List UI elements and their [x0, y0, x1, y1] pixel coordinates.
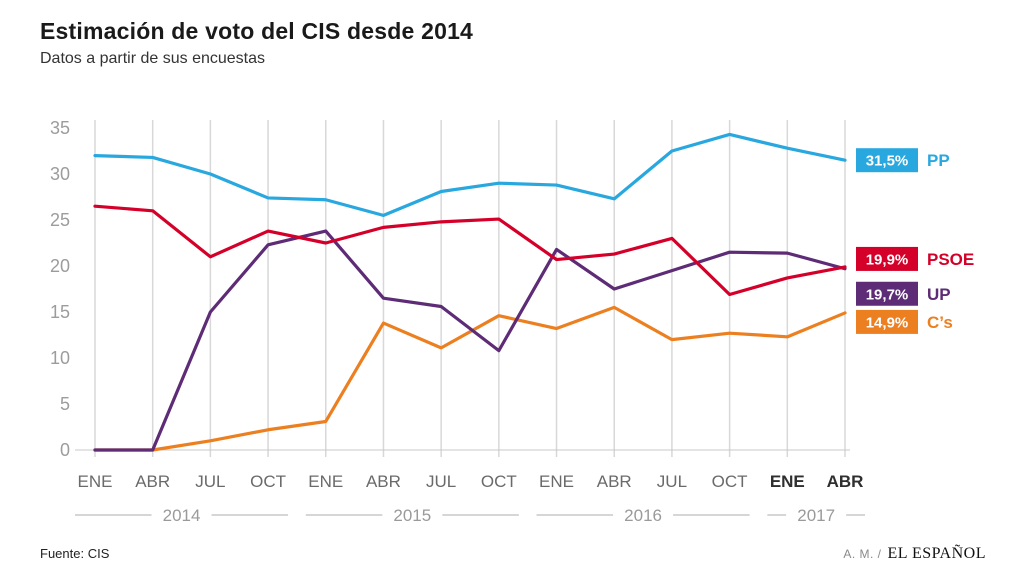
y-axis-label: 5 — [60, 394, 70, 414]
x-axis-label: OCT — [712, 472, 748, 491]
y-axis-label: 25 — [50, 210, 70, 230]
footer: Fuente: CIS A. M. / EL ESPAÑOL — [40, 545, 986, 563]
y-axis-label: 0 — [60, 440, 70, 460]
x-axis-label: ABR — [827, 472, 864, 491]
series-line-cs — [93, 305, 847, 452]
x-axis-label: JUL — [426, 472, 456, 491]
year-label: 2015 — [393, 506, 431, 525]
y-axis-label: 15 — [50, 302, 70, 322]
year-label: 2014 — [163, 506, 201, 525]
series-value-badge-up — [856, 281, 918, 306]
series-value-badge-cs — [856, 309, 918, 334]
x-axis-label: ENE — [770, 472, 805, 491]
x-axis-label: ABR — [135, 472, 170, 491]
year-label: 2016 — [624, 506, 662, 525]
y-axis-label: 35 — [50, 118, 70, 138]
x-axis-label: ABR — [366, 472, 401, 491]
publication-logo: EL ESPAÑOL — [887, 545, 986, 562]
series-line-pp — [93, 132, 847, 218]
series-value-label-cs: 14,9% — [866, 314, 909, 331]
x-axis-label: ABR — [597, 472, 632, 491]
year-label: 2017 — [797, 506, 835, 525]
x-axis-label: OCT — [250, 472, 286, 491]
series-name-label-pp: PP — [927, 151, 950, 170]
y-axis-label: 10 — [50, 348, 70, 368]
credit-wrap: A. M. / EL ESPAÑOL — [843, 545, 986, 563]
x-axis-label: ENE — [308, 472, 343, 491]
page-subtitle: Datos a partir de sus encuestas — [40, 50, 266, 67]
series-name-label-cs: C’s — [927, 313, 953, 332]
series-value-label-pp: 31,5% — [866, 153, 909, 170]
x-axis-label: JUL — [195, 472, 225, 491]
x-axis-label: ENE — [539, 472, 574, 491]
vote-estimation-line-chart: 0 5 10 15 20 25 30 35 ENE ABR JUL OCT ENE ABR JUL OCT EN… — [50, 118, 974, 525]
x-axis-label: ENE — [78, 472, 113, 491]
series-name-label-up: UP — [927, 285, 951, 304]
series-value-label-psoe: 19,9% — [866, 251, 909, 268]
x-axis-label: OCT — [481, 472, 517, 491]
x-axis-label: JUL — [657, 472, 687, 491]
series-name-label-psoe: PSOE — [927, 250, 974, 269]
series-value-label-up: 19,7% — [866, 286, 909, 303]
y-axis-label: 20 — [50, 256, 70, 276]
series-value-badge-pp — [856, 148, 918, 173]
series-value-badge-psoe — [856, 246, 918, 271]
page-title: Estimación de voto del CIS desde 2014 — [40, 18, 474, 44]
series-line-psoe — [93, 204, 847, 297]
y-axis-label: 30 — [50, 164, 70, 184]
series-line-up — [93, 229, 847, 452]
source-label: Fuente: CIS — [40, 546, 110, 561]
author-credit: A. M. / — [843, 547, 882, 561]
